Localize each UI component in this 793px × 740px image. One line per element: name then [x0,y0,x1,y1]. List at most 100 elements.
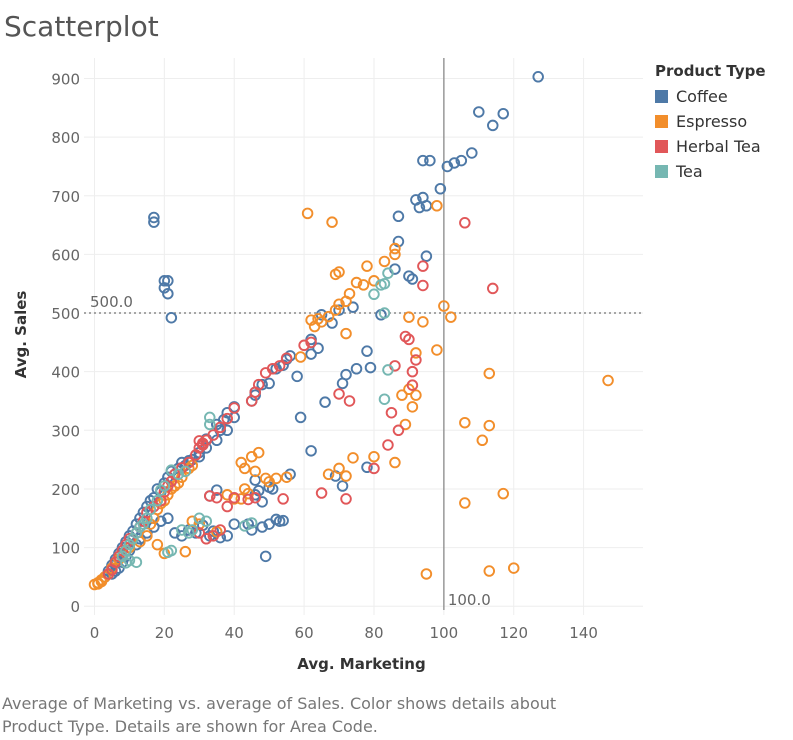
point-herbal-tea[interactable] [406,365,419,378]
point-herbal-tea[interactable] [399,330,412,343]
point-herbal-tea[interactable] [305,336,317,349]
point-herbal-tea[interactable] [116,544,129,557]
point-espresso[interactable] [333,298,345,311]
point-espresso[interactable] [403,311,415,323]
point-espresso[interactable] [410,347,422,359]
point-coffee[interactable] [350,362,363,375]
point-espresso[interactable] [459,497,471,509]
point-coffee[interactable] [148,211,160,224]
point-espresso[interactable] [483,565,496,577]
point-coffee[interactable] [361,345,373,357]
legend-item-tea[interactable]: Tea [655,159,766,184]
point-herbal-tea[interactable] [368,462,380,475]
point-tea[interactable] [141,512,153,525]
point-coffee[interactable] [158,275,171,287]
point-espresso[interactable] [507,562,520,574]
point-espresso[interactable] [249,465,261,478]
point-espresso[interactable] [389,456,401,469]
point-herbal-tea[interactable] [406,379,419,391]
point-espresso[interactable] [417,316,429,328]
point-coffee[interactable] [221,530,233,542]
point-coffee[interactable] [169,527,181,539]
point-herbal-tea[interactable] [340,493,352,505]
point-herbal-tea[interactable] [214,421,227,434]
point-coffee[interactable] [259,550,272,563]
point-herbal-tea[interactable] [333,388,345,400]
point-espresso[interactable] [378,255,391,268]
point-coffee[interactable] [466,147,478,159]
point-espresso[interactable] [151,538,164,551]
point-coffee[interactable] [413,201,426,214]
point-herbal-tea[interactable] [403,333,415,346]
point-tea[interactable] [375,279,387,291]
point-herbal-tea[interactable] [417,260,429,272]
point-herbal-tea[interactable] [459,217,471,229]
point-tea[interactable] [382,267,394,279]
point-espresso[interactable] [396,389,408,401]
point-tea[interactable] [368,288,380,301]
legend-item-espresso[interactable]: Espresso [655,109,766,134]
point-coffee[interactable] [256,521,268,533]
point-coffee[interactable] [141,500,153,513]
point-espresso[interactable] [602,374,614,387]
point-herbal-tea[interactable] [155,494,167,507]
point-espresso[interactable] [179,545,192,558]
point-espresso[interactable] [95,575,108,588]
legend-item-herbal-tea[interactable]: Herbal Tea [655,134,766,159]
point-coffee[interactable] [319,396,331,408]
point-herbal-tea[interactable] [228,402,240,414]
point-espresso[interactable] [144,518,157,530]
point-espresso[interactable] [186,459,199,472]
point-herbal-tea[interactable] [214,524,227,536]
point-tea[interactable] [183,527,195,539]
point-coffee[interactable] [162,287,174,300]
point-coffee[interactable] [420,250,433,262]
point-herbal-tea[interactable] [298,339,310,352]
point-herbal-tea[interactable] [221,412,233,425]
point-coffee[interactable] [148,216,160,228]
point-tea[interactable] [151,494,164,507]
point-tea[interactable] [200,515,213,527]
point-herbal-tea[interactable] [242,493,254,506]
point-espresso[interactable] [406,401,419,413]
point-espresso[interactable] [340,295,352,308]
point-espresso[interactable] [357,279,370,291]
point-tea[interactable] [204,418,216,431]
point-tea[interactable] [130,527,143,539]
point-coffee[interactable] [263,377,275,390]
point-herbal-tea[interactable] [204,490,216,502]
point-herbal-tea[interactable] [176,462,188,474]
point-herbal-tea[interactable] [200,533,213,545]
point-coffee[interactable] [211,484,223,496]
point-espresso[interactable] [445,311,457,323]
point-herbal-tea[interactable] [273,360,286,372]
point-tea[interactable] [382,364,394,376]
point-espresso[interactable] [368,450,380,463]
point-espresso[interactable] [350,276,363,289]
point-espresso[interactable] [301,207,314,220]
point-espresso[interactable] [459,416,471,429]
point-espresso[interactable] [399,418,412,431]
point-tea[interactable] [130,556,143,568]
point-coffee[interactable] [326,317,338,329]
point-espresso[interactable] [329,304,342,316]
point-herbal-tea[interactable] [315,487,328,499]
point-coffee[interactable] [455,154,468,167]
point-herbal-tea[interactable] [382,439,394,451]
point-tea[interactable] [172,468,185,481]
point-coffee[interactable] [162,512,174,525]
point-espresso[interactable] [294,351,307,363]
point-herbal-tea[interactable] [197,439,209,451]
point-espresso[interactable] [329,268,342,281]
point-espresso[interactable] [340,470,352,482]
point-coffee[interactable] [347,301,359,313]
point-coffee[interactable] [473,106,485,118]
point-espresso[interactable] [221,489,233,501]
point-espresso[interactable] [141,530,153,542]
point-coffee[interactable] [176,530,188,542]
point-herbal-tea[interactable] [343,395,356,407]
point-coffee[interactable] [336,480,349,492]
point-coffee[interactable] [340,368,352,381]
point-herbal-tea[interactable] [277,493,289,505]
point-herbal-tea[interactable] [487,282,499,295]
